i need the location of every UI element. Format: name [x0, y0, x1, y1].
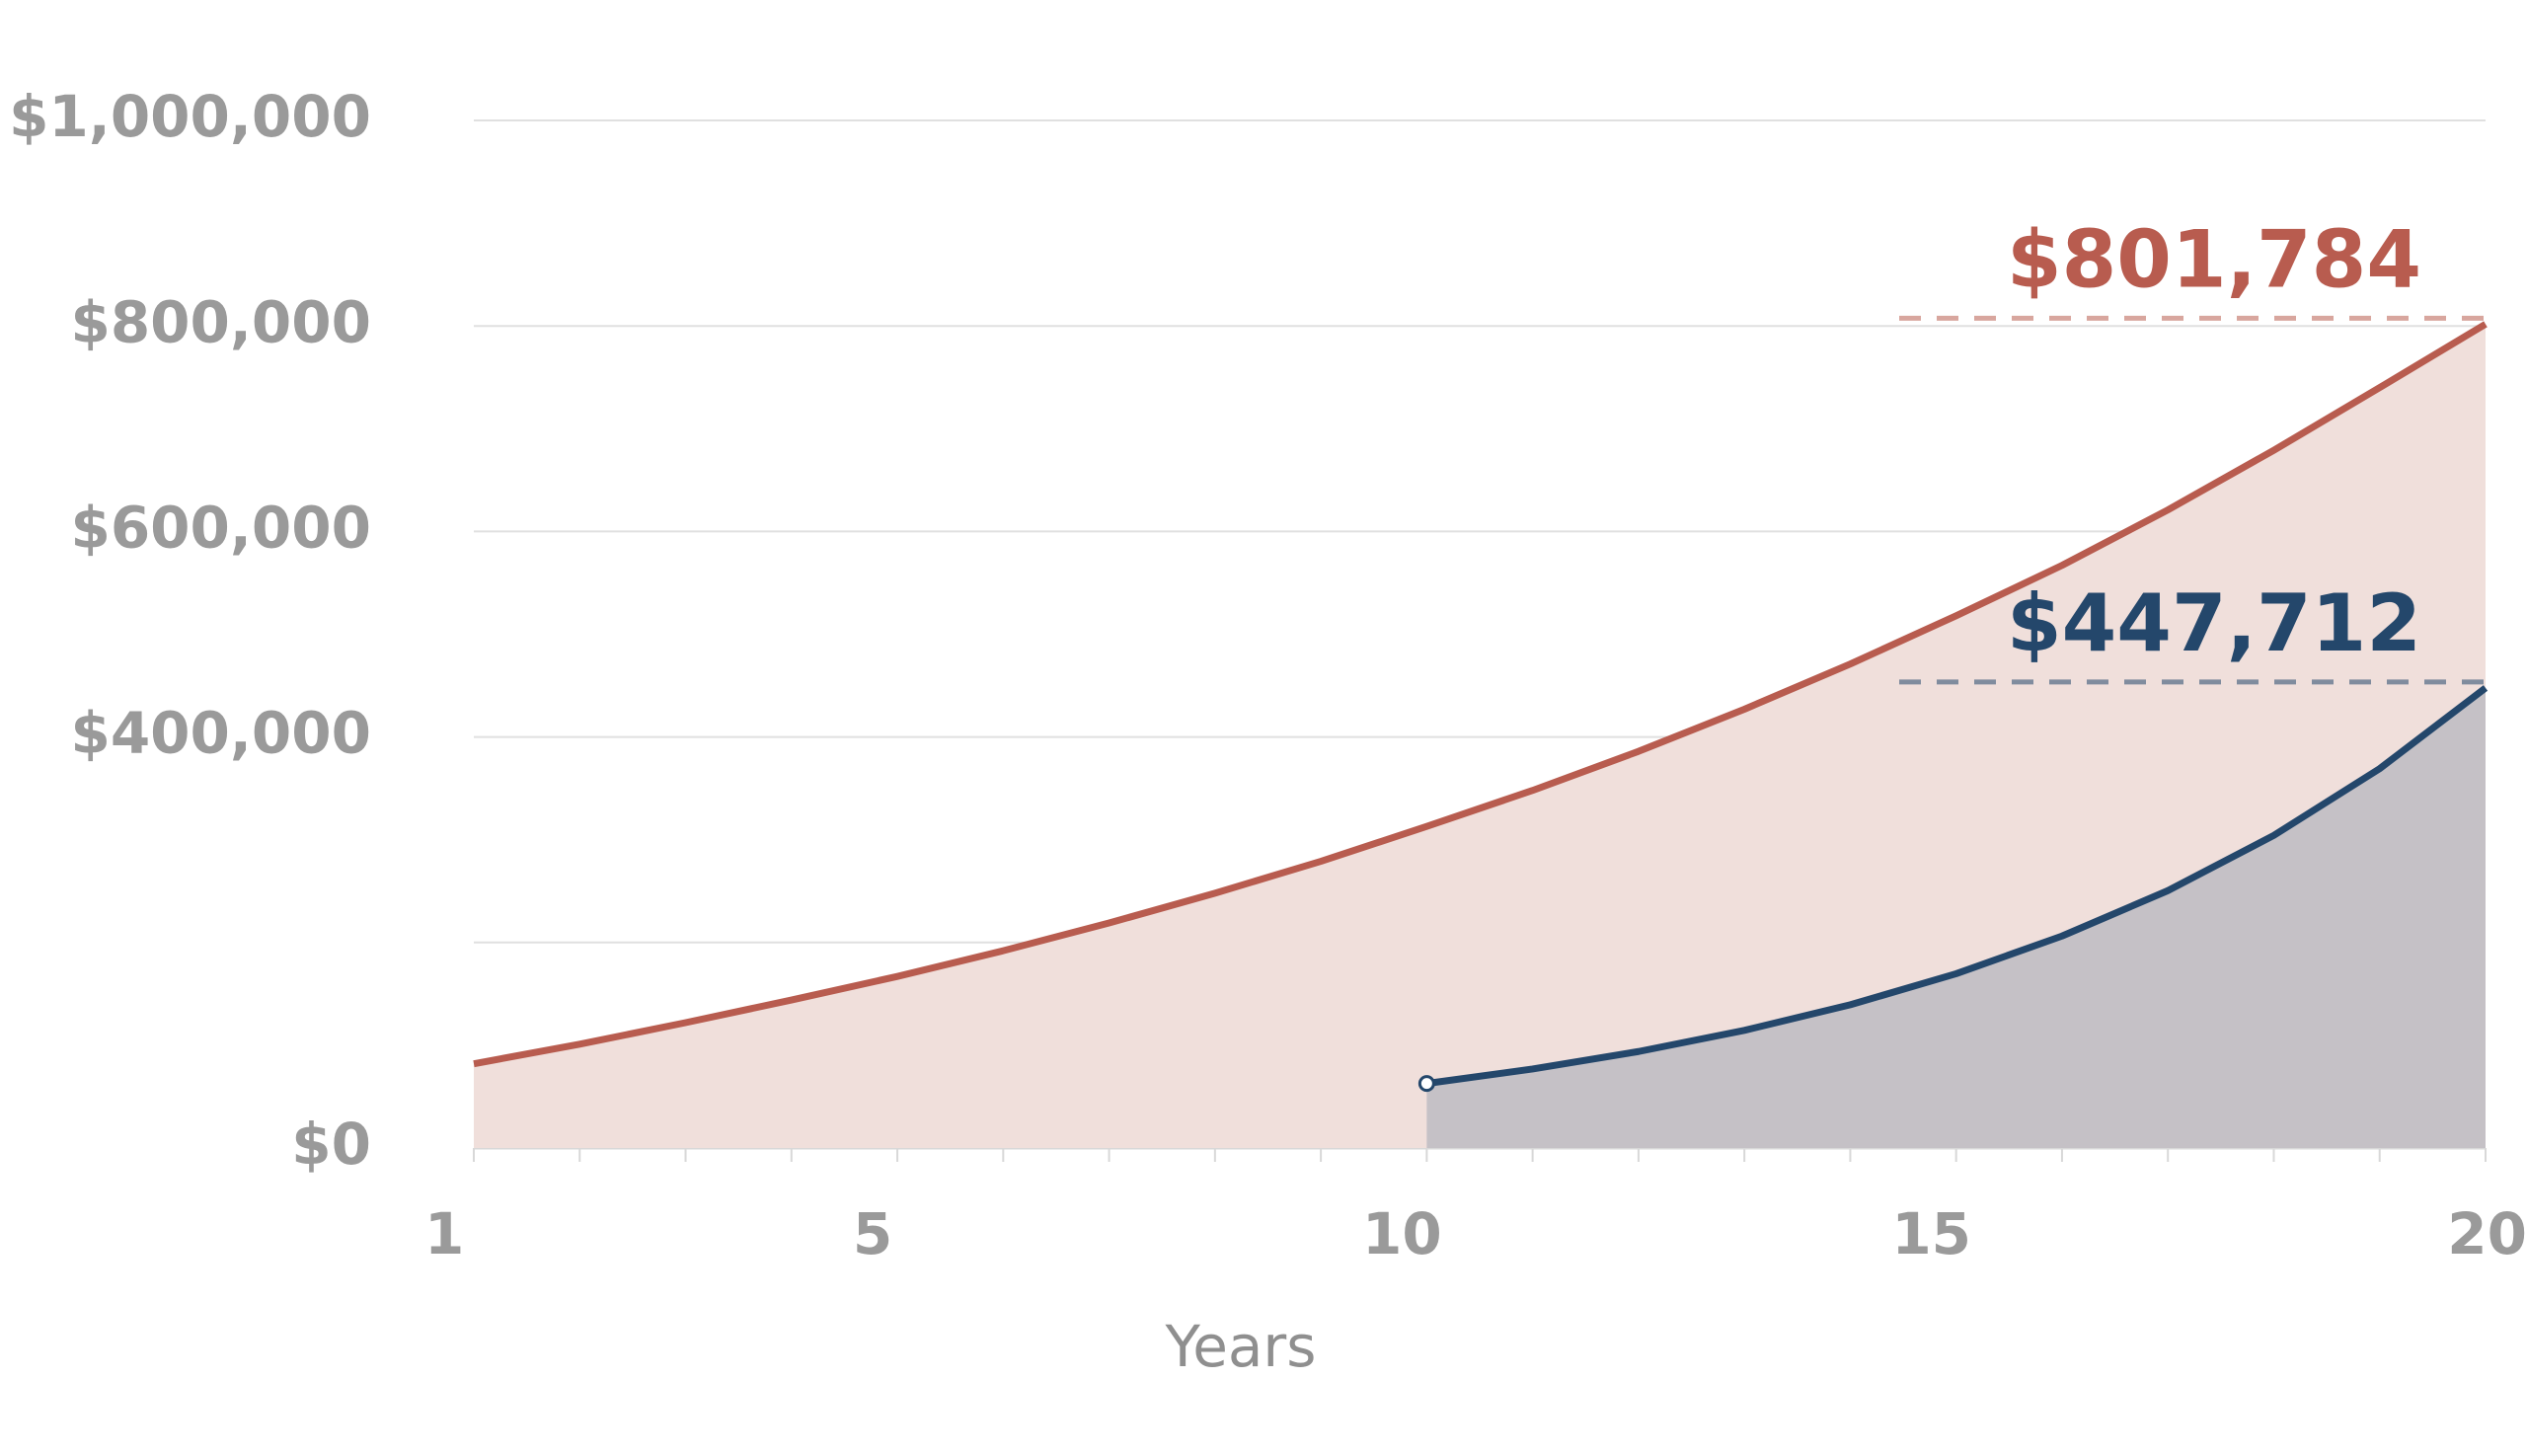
value-label: $447,712 — [2007, 577, 2421, 669]
value-label: $801,784 — [2007, 213, 2421, 305]
line — [1425, 685, 2489, 1088]
y-tick-label: $400,000 — [70, 700, 371, 767]
y-tick-label: $1,000,000 — [9, 83, 371, 150]
y-tick-label: $600,000 — [70, 495, 371, 562]
x-tick-label: 5 — [853, 1200, 892, 1267]
line — [473, 321, 2488, 1068]
y-tick-label: $800,000 — [70, 288, 371, 355]
x-tick-label: 15 — [1891, 1200, 1971, 1267]
x-axis-label: Years — [1164, 1313, 1316, 1380]
x-tick-label: 1 — [424, 1200, 464, 1267]
x-tick-label: 20 — [2447, 1200, 2527, 1267]
area — [474, 324, 2486, 1148]
start-point — [1417, 1075, 1435, 1093]
y-tick-label: $0 — [291, 1111, 371, 1178]
x-tick-label: 10 — [1362, 1200, 1442, 1267]
area — [1426, 687, 2486, 1148]
